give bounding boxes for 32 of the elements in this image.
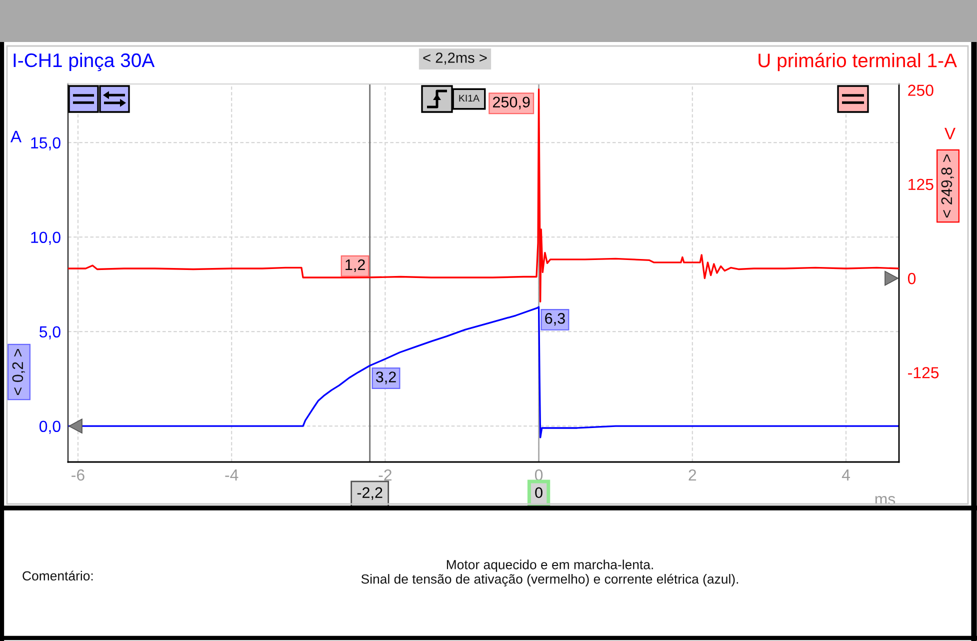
text: < 0,2 > <box>12 348 25 396</box>
y-axis-title: A <box>10 130 22 142</box>
x-tick-label: -4 <box>225 470 238 481</box>
y2-axis-title: V <box>944 128 956 140</box>
y2-tick-label: 125 <box>908 178 934 190</box>
data-label: 1,2 <box>346 259 365 272</box>
line-series <box>68 88 899 302</box>
data-label: 250,9 <box>493 96 530 110</box>
x-tick-label: -6 <box>72 469 84 481</box>
text: Motor aquecido e em marcha-lenta. Sinal de tensão de ativação (vermelho) e corrente elétrica (azul). <box>361 560 738 586</box>
y-tick-label: 10,0 <box>31 232 60 245</box>
ref-line-label: -2,2 <box>357 487 382 500</box>
text: < 249,8 > <box>941 154 954 218</box>
data-label: 6,3 <box>545 312 565 326</box>
y2-tick-label: 0 <box>908 272 916 284</box>
y2-tick-label: -125 <box>908 367 939 378</box>
y-tick-label: 0,0 <box>39 420 60 434</box>
y-tick-label: 5,0 <box>39 326 60 340</box>
x-tick-label: -2 <box>378 469 392 481</box>
y2-tick-label: 250 <box>908 84 934 96</box>
x-tick-label: 0 <box>534 469 543 481</box>
text: Comentário: <box>22 570 93 581</box>
data-label: 3,2 <box>376 372 396 384</box>
annotation: KI1A <box>459 94 480 102</box>
y-tick-label: 15,0 <box>31 137 60 150</box>
text: < 2,2ms > <box>423 52 487 65</box>
x-tick-label: 2 <box>688 469 696 481</box>
text: I-CH1 pinça 30A <box>14 52 155 72</box>
line-series <box>68 306 899 438</box>
ref-line-label: 0 <box>535 487 542 498</box>
x-tick-label: 4 <box>842 470 850 481</box>
text: U primário terminal 1-A <box>758 52 957 72</box>
